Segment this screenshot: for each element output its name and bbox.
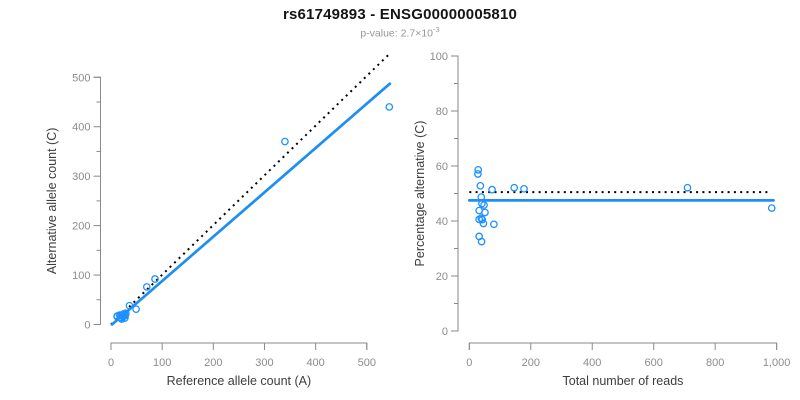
x-tick-label: 0 [108, 357, 114, 369]
data-point [683, 183, 692, 192]
x-axis-line [110, 342, 368, 350]
data-point [474, 170, 482, 178]
x-tick-label: 500 [358, 357, 376, 369]
data-point [151, 275, 159, 283]
data-point [474, 166, 483, 174]
y-tick-label: 0 [84, 320, 90, 332]
page-title: rs61749893 - ENSG00000005810 [282, 6, 518, 23]
y-tick-label: 40 [436, 216, 448, 228]
identity-dotted-line [110, 51, 392, 326]
x-tick-label: 200 [522, 357, 540, 369]
x-tick-label: 600 [645, 357, 663, 369]
data-point [125, 301, 134, 310]
x-tick-label: 800 [706, 357, 724, 369]
data-point [479, 219, 488, 228]
data-point [481, 208, 489, 217]
percentage-scatter-panel: 0 200 400 600 800 1,000 0 20 40 60 80 100 Total numb… [413, 51, 790, 388]
y-tick-label: 100 [72, 270, 90, 282]
x-tick-label: 400 [583, 357, 601, 369]
x-tick-label: 0 [466, 357, 472, 369]
pvalue-prefix: p-value: [360, 27, 401, 40]
x-axis-line [468, 342, 778, 350]
x-axis-title: Total number of reads [563, 374, 684, 388]
data-point [490, 220, 498, 229]
data-point [477, 237, 486, 246]
y-axis-title: Percentage alternative (C) [413, 121, 427, 267]
pvalue-subtitle: p-value: 2.7×10-3 [0, 25, 800, 40]
data-point [385, 103, 394, 111]
y-tick-label: 0 [442, 326, 448, 338]
y-axis-title: Alternative allele count (C) [45, 128, 59, 275]
data-point [120, 314, 129, 322]
y-tick-label: 400 [72, 122, 90, 134]
y-tick-label: 500 [72, 72, 90, 84]
data-point [476, 181, 485, 190]
x-tick-label: 400 [306, 357, 324, 369]
data-point [520, 184, 528, 193]
x-tick-label: 300 [255, 357, 273, 369]
data-point [480, 201, 488, 209]
data-point [142, 283, 151, 291]
pvalue-exponent: -3 [433, 25, 440, 34]
data-point [488, 185, 496, 194]
y-tick-label: 60 [436, 161, 448, 173]
x-tick-label: 100 [153, 357, 171, 369]
pvalue-base: 2.7×10 [400, 27, 434, 40]
allele-count-scatter-panel: 0 100 200 300 400 500 0 100 200 300 400 500 Referenc… [45, 51, 394, 388]
data-point [132, 305, 140, 314]
data-point [767, 204, 776, 212]
x-tick-label: 1,000 [763, 357, 791, 369]
data-point [478, 215, 487, 224]
y-tick-label: 300 [72, 171, 90, 183]
y-tick-label: 80 [436, 106, 448, 118]
x-tick-label: 200 [204, 357, 222, 369]
y-tick-label: 100 [430, 51, 448, 63]
y-tick-label: 20 [436, 271, 448, 283]
x-axis-title: Reference allele count (A) [167, 374, 312, 388]
data-point [281, 137, 289, 146]
data-point [510, 183, 519, 192]
y-tick-label: 200 [72, 221, 90, 233]
regression-fit-line [110, 82, 392, 326]
